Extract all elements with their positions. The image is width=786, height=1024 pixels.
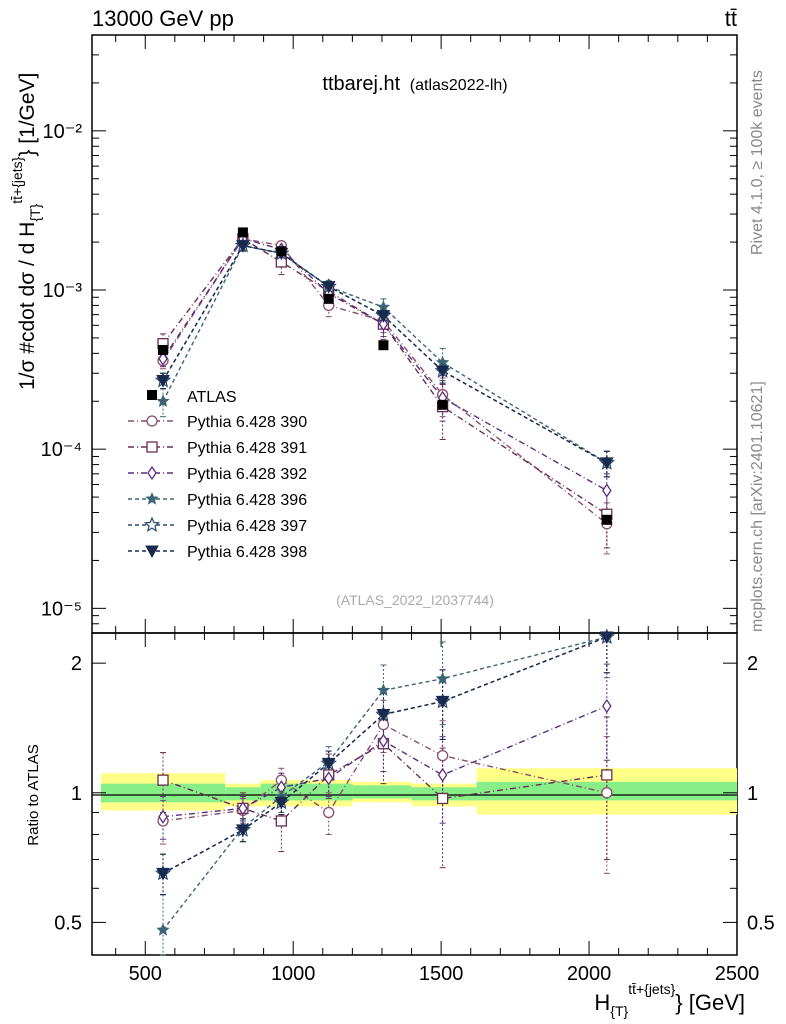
main-point-3 — [156, 394, 170, 407]
legend-label-1: Pythia 6.428 391 — [187, 440, 307, 457]
atlas-data-point — [276, 246, 287, 257]
main-point-5 — [599, 457, 614, 470]
ratio-band-inner-4 — [352, 785, 412, 799]
ratio-y-tick-label-left: 0.5 — [54, 912, 82, 934]
ratio-series-line-4 — [162, 636, 608, 874]
legend-label-0: Pythia 6.428 390 — [187, 414, 307, 431]
plot-title: ttbarej.ht (atlas2022-lh) — [322, 73, 507, 95]
ratio-point-3 — [376, 683, 391, 696]
atlas-data-point — [323, 293, 334, 304]
ratio-point-5 — [274, 796, 289, 810]
energy-label: 13000 GeV pp — [92, 6, 234, 31]
ratio-point-0 — [436, 749, 449, 762]
ratio-y-tick-label-right: 1 — [747, 783, 758, 805]
main-point-5 — [376, 310, 391, 323]
main-point-2 — [158, 351, 168, 366]
legend-label-2: Pythia 6.428 392 — [187, 466, 307, 483]
ratio-point-1 — [601, 769, 613, 781]
y-tick-label: 10⁻⁴ — [41, 439, 82, 461]
legend-label-3: Pythia 6.428 396 — [187, 492, 307, 509]
legend-marker-0 — [146, 415, 158, 427]
ratio-point-3 — [435, 671, 450, 685]
main-point-5 — [321, 281, 336, 294]
ratio-point-1 — [275, 815, 288, 827]
ratio-series-group — [154, 628, 616, 956]
ratio-point-0 — [323, 806, 335, 819]
ratio-y-axis-label: Ratio to ATLAS — [25, 744, 42, 845]
x-tick-label: 1000 — [271, 963, 316, 985]
ratio-point-5 — [156, 867, 170, 881]
legend-marker-2 — [147, 465, 157, 481]
ratio-point-2 — [323, 771, 334, 786]
ratio-point-1 — [157, 774, 169, 786]
ratio-point-1 — [436, 792, 449, 805]
legend: ATLAS Pythia 6.428 390 Pythia 6.428 391 Pyt… — [128, 389, 307, 561]
y-tick-label: 10⁻³ — [43, 280, 83, 302]
main-series-group — [154, 227, 615, 555]
atlas-data-point — [158, 344, 169, 355]
ratio-y-tick-label-right: 2 — [747, 653, 758, 675]
ratio-y-tick-label-left: 1 — [71, 783, 82, 805]
main-point-2 — [602, 483, 612, 498]
ratio-point-5 — [236, 824, 250, 837]
ratio-point-2 — [378, 733, 389, 749]
process-label: tt̄ — [725, 6, 737, 31]
x-tick-label: 1500 — [419, 963, 464, 985]
y-tick-label: 10⁻² — [43, 121, 83, 143]
ratio-y-tick-label-right: 0.5 — [747, 912, 775, 934]
main-point-5 — [156, 375, 170, 388]
ratio-point-5 — [435, 695, 450, 709]
side-label-rivet: Rivet 4.1.0, ≥ 100k events — [749, 70, 766, 255]
x-axis-label: H{T}tt̄+{jets}} [GeV] — [594, 981, 745, 1019]
legend-marker-4 — [143, 516, 161, 532]
side-label-mcplots: mcplots.cern.ch [arXiv:2401.10621] — [749, 381, 766, 632]
ratio-axis-ticks: 500 1000 1500 2000 2500 0.5 0.5 1 1 2 2 — [54, 633, 775, 985]
legend-atlas-marker — [147, 390, 157, 400]
x-tick-label: 2000 — [567, 963, 612, 985]
main-point-2 — [378, 316, 389, 332]
legend-marker-3 — [145, 491, 159, 505]
ratio-point-5 — [321, 757, 336, 771]
legend-label-4: Pythia 6.428 397 — [187, 518, 307, 535]
main-y-axis-label: 1/σ #cdot dσ / d H{T}tt̄+{jets}} [1/GeV] — [9, 73, 43, 390]
ratio-point-2 — [602, 698, 612, 714]
atlas-data-point — [437, 399, 448, 410]
ratio-series-line-5 — [162, 636, 608, 874]
main-axis-ticks: 10⁻² 10⁻³ 10⁻⁴ 10⁻⁵ — [41, 34, 738, 634]
atlas-data-point — [237, 227, 248, 238]
ratio-point-2 — [158, 809, 168, 824]
ratio-point-2 — [238, 801, 248, 816]
ratio-point-2 — [437, 767, 448, 783]
ratio-point-3 — [156, 922, 170, 936]
ratio-point-5 — [376, 708, 391, 722]
watermark: (ATLAS_2022_I2037744) — [336, 592, 494, 608]
ratio-point-5 — [599, 631, 614, 645]
atlas-data-point — [601, 514, 612, 525]
legend-atlas-label: ATLAS — [187, 389, 237, 406]
legend-label-5: Pythia 6.428 398 — [187, 544, 307, 561]
y-tick-label: 10⁻⁵ — [41, 598, 82, 620]
atlas-data-point — [378, 340, 389, 351]
main-point-5 — [236, 240, 250, 253]
ratio-point-0 — [601, 787, 613, 799]
legend-marker-1 — [146, 441, 158, 453]
legend-marker-5 — [145, 545, 159, 559]
x-tick-label: 500 — [129, 963, 162, 985]
main-point-5 — [435, 365, 450, 379]
x-tick-label: 2500 — [715, 963, 760, 985]
ratio-y-tick-label-left: 2 — [71, 653, 82, 675]
